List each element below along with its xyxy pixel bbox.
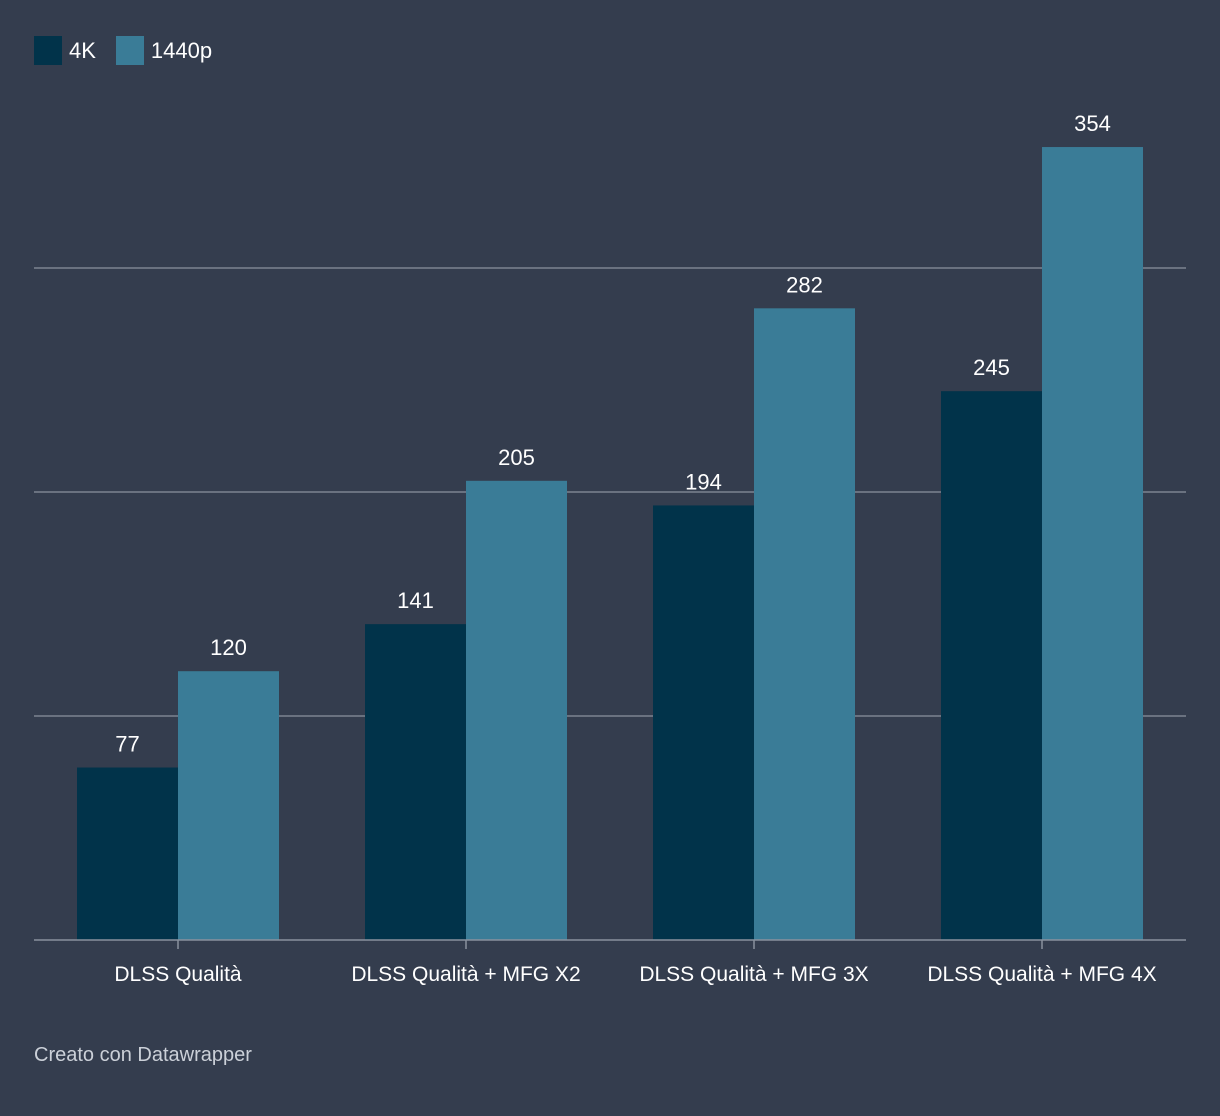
- bar-4k: [941, 391, 1042, 940]
- data-label: 354: [1074, 111, 1111, 136]
- footer-credit: Creato con Datawrapper: [34, 1044, 252, 1066]
- data-label: 205: [498, 445, 535, 470]
- data-label: 245: [973, 355, 1010, 380]
- legend-label-4k: 4K: [69, 37, 96, 63]
- x-tick-label: DLSS Qualità + MFG 3X: [639, 963, 868, 986]
- data-label: 194: [685, 469, 722, 494]
- data-label: 120: [210, 635, 247, 660]
- data-label: 77: [115, 732, 139, 757]
- bar-4k: [365, 624, 466, 940]
- legend-item-1440p: 1440p: [115, 36, 213, 65]
- data-label: 141: [397, 588, 434, 613]
- legend-swatch-1440p: [115, 36, 144, 65]
- bar-1440p: [178, 671, 279, 940]
- x-tick-label: DLSS Qualità + MFG X2: [351, 963, 580, 986]
- bar-1440p: [754, 308, 855, 940]
- bar-4k: [77, 767, 178, 940]
- legend: 4K 1440p: [34, 36, 212, 65]
- x-tick-label: DLSS Qualità + MFG 4X: [927, 963, 1156, 986]
- legend-swatch-4k: [34, 36, 62, 65]
- bar-4k: [653, 505, 754, 940]
- bar-1440p: [466, 480, 567, 940]
- data-label: 282: [786, 272, 823, 297]
- bar-1440p: [1042, 147, 1143, 941]
- legend-item-4k: 4K: [34, 36, 96, 65]
- x-tick-label: DLSS Qualità: [114, 963, 242, 986]
- legend-label-1440p: 1440p: [150, 37, 213, 63]
